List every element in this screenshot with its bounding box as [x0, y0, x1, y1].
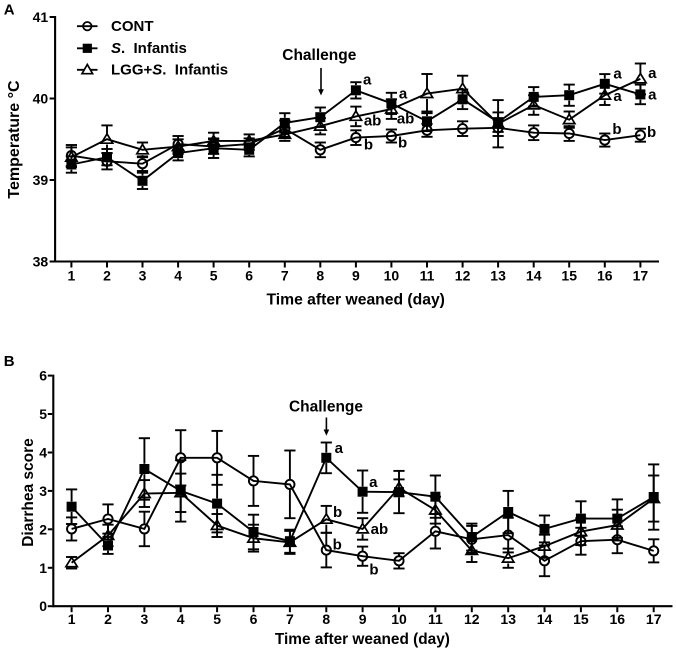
svg-text:Challenge: Challenge: [289, 398, 363, 415]
svg-text:12: 12: [464, 611, 480, 627]
svg-text:B: B: [4, 353, 15, 370]
svg-text:a: a: [335, 440, 344, 457]
svg-text:b: b: [612, 121, 621, 138]
svg-text:13: 13: [500, 611, 516, 627]
svg-text:A: A: [4, 1, 15, 18]
svg-text:4: 4: [177, 611, 185, 627]
svg-text:ab: ab: [364, 112, 382, 129]
svg-text:39: 39: [33, 172, 49, 188]
svg-text:1: 1: [68, 611, 76, 627]
svg-text:b: b: [398, 135, 407, 152]
svg-text:13: 13: [490, 268, 506, 284]
svg-text:LGG+S. Infantis: LGG+S. Infantis: [111, 61, 228, 78]
svg-text:12: 12: [455, 268, 471, 284]
svg-text:14: 14: [537, 611, 553, 627]
svg-text:17: 17: [646, 611, 662, 627]
svg-text:5: 5: [213, 611, 221, 627]
svg-text:ab: ab: [397, 111, 415, 128]
svg-text:9: 9: [352, 268, 360, 284]
svg-text:S. Infantis: S. Infantis: [111, 40, 187, 57]
svg-text:9: 9: [359, 611, 367, 627]
svg-text:a: a: [648, 87, 657, 104]
svg-text:4: 4: [174, 268, 182, 284]
svg-text:b: b: [647, 124, 656, 141]
svg-text:3: 3: [39, 483, 47, 499]
svg-text:a: a: [399, 85, 408, 102]
svg-text:Challenge: Challenge: [282, 47, 356, 64]
svg-text:16: 16: [597, 268, 613, 284]
svg-text:2: 2: [104, 611, 112, 627]
svg-text:a: a: [648, 65, 657, 82]
svg-text:ab: ab: [371, 521, 389, 538]
svg-text:b: b: [333, 504, 342, 521]
svg-text:15: 15: [573, 611, 589, 627]
svg-text:b: b: [364, 137, 373, 154]
svg-text:5: 5: [210, 268, 218, 284]
svg-text:7: 7: [281, 268, 289, 284]
svg-text:b: b: [369, 562, 378, 579]
svg-text:6: 6: [39, 368, 47, 384]
svg-text:Temperature °C: Temperature °C: [6, 80, 23, 199]
svg-text:2: 2: [39, 521, 47, 537]
svg-text:CONT: CONT: [111, 18, 154, 35]
svg-text:40: 40: [33, 91, 49, 107]
svg-text:11: 11: [420, 268, 435, 284]
svg-text:a: a: [613, 88, 622, 105]
svg-text:2: 2: [103, 268, 111, 284]
svg-text:6: 6: [250, 611, 258, 627]
svg-text:15: 15: [561, 268, 577, 284]
svg-text:38: 38: [33, 254, 49, 270]
svg-text:b: b: [333, 536, 342, 553]
svg-text:7: 7: [286, 611, 294, 627]
svg-text:4: 4: [39, 445, 47, 461]
svg-text:10: 10: [384, 268, 400, 284]
svg-text:1: 1: [68, 268, 76, 284]
svg-text:1: 1: [39, 560, 47, 576]
svg-text:41: 41: [33, 9, 49, 25]
svg-text:8: 8: [316, 268, 324, 284]
svg-text:Diarrhea score: Diarrhea score: [20, 438, 37, 547]
svg-text:8: 8: [322, 611, 330, 627]
svg-text:Time after weaned (day): Time after weaned (day): [275, 631, 450, 648]
svg-text:10: 10: [391, 611, 407, 627]
svg-text:0: 0: [39, 598, 47, 614]
svg-text:11: 11: [428, 611, 443, 627]
svg-text:Time after weaned (day): Time after weaned (day): [266, 291, 444, 308]
svg-text:3: 3: [139, 268, 147, 284]
svg-text:a: a: [613, 65, 622, 82]
svg-text:3: 3: [141, 611, 149, 627]
svg-text:17: 17: [633, 268, 649, 284]
svg-text:5: 5: [39, 406, 47, 422]
svg-text:a: a: [369, 474, 378, 491]
svg-text:14: 14: [526, 268, 542, 284]
svg-text:a: a: [363, 72, 372, 89]
svg-text:16: 16: [610, 611, 626, 627]
svg-text:6: 6: [245, 268, 253, 284]
